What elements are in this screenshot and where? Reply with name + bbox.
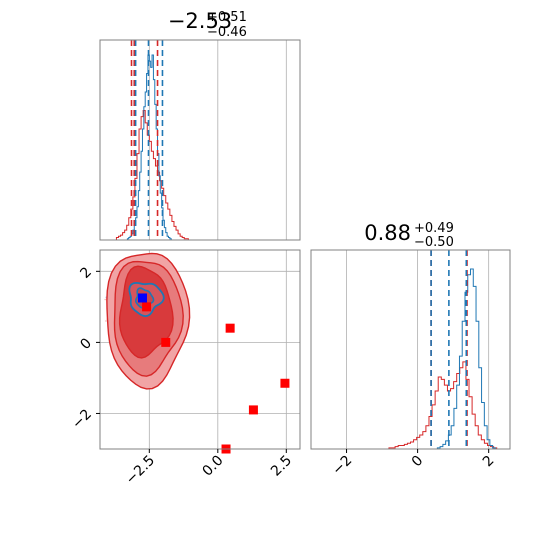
marginal-histogram-param2: 0.88 +0.49 −0.50 bbox=[310, 221, 511, 450]
x1-tick-label: −2.5 bbox=[123, 453, 158, 488]
param1-title-sup: +0.51 bbox=[207, 10, 247, 25]
param2-title-sup: +0.49 bbox=[414, 221, 454, 236]
panel2-background bbox=[311, 250, 510, 449]
x2-tick-label: −2 bbox=[329, 453, 355, 479]
panel1-frame bbox=[99, 39, 301, 241]
p1-red-histogram bbox=[108, 110, 191, 241]
sample-point bbox=[104, 298, 106, 301]
sample-point bbox=[105, 320, 107, 322]
red-marker bbox=[225, 323, 235, 333]
panel2-frame bbox=[310, 249, 511, 450]
y-tick-label: 2 bbox=[77, 264, 95, 282]
y-tick-label: 0 bbox=[77, 335, 95, 353]
red-marker bbox=[248, 405, 258, 415]
panel3-frame bbox=[99, 249, 301, 450]
panel1-background bbox=[100, 40, 300, 240]
red-marker bbox=[161, 337, 171, 347]
x1-tick-label: 2.5 bbox=[268, 453, 295, 480]
param2-title-sub: −0.50 bbox=[414, 235, 454, 250]
param1-title-sub: −0.46 bbox=[207, 25, 247, 40]
x2-tick-label: 2 bbox=[480, 453, 498, 471]
p2-red-histogram bbox=[364, 361, 503, 450]
x2-tick-label: 0 bbox=[409, 453, 427, 471]
marginal-histogram-param1: −2.53 +0.51 −0.46 bbox=[99, 9, 301, 241]
x1-tick-label: 0.0 bbox=[200, 453, 227, 480]
param1-title-main: −2.53 bbox=[168, 9, 232, 33]
param2-title-main: 0.88 bbox=[364, 221, 411, 245]
joint-distribution-panel bbox=[99, 249, 301, 454]
red-marker bbox=[280, 378, 290, 388]
param1-title: −2.53 bbox=[168, 9, 232, 33]
blue-marker bbox=[137, 293, 147, 303]
red-marker bbox=[142, 302, 152, 312]
y-tick-label: −2 bbox=[69, 406, 95, 432]
